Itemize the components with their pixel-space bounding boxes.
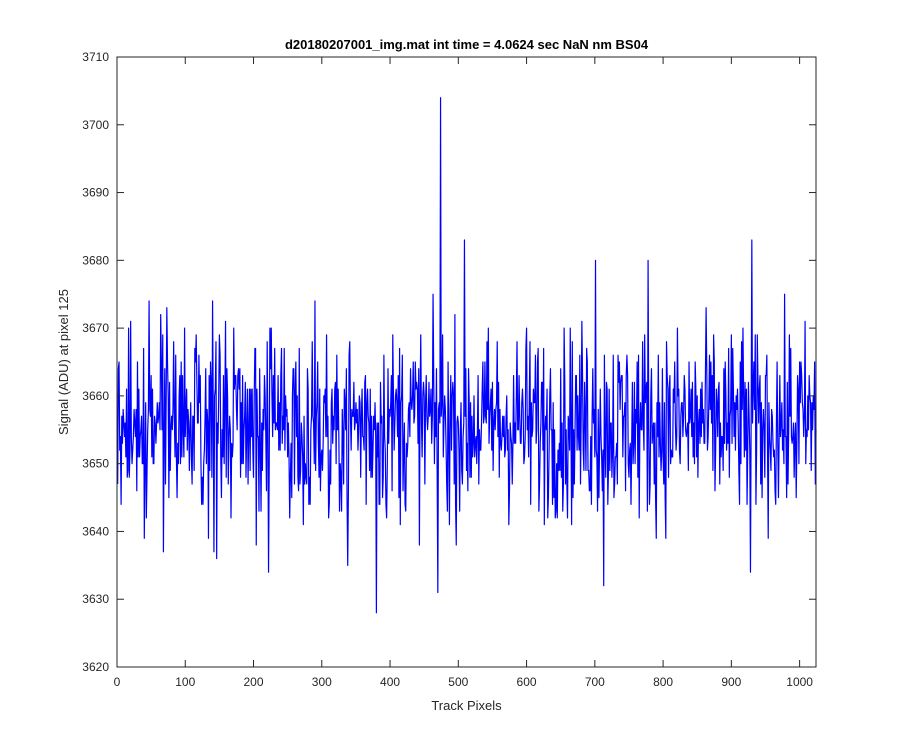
x-tick-label: 500 bbox=[448, 675, 468, 689]
x-tick-label: 100 bbox=[175, 675, 195, 689]
x-tick-label: 0 bbox=[114, 675, 121, 689]
y-tick-label: 3630 bbox=[82, 592, 109, 606]
x-tick-label: 700 bbox=[585, 675, 605, 689]
y-tick-label: 3670 bbox=[82, 321, 109, 335]
series-line bbox=[117, 97, 817, 614]
series-layer bbox=[117, 97, 817, 614]
y-tick-label: 3710 bbox=[82, 50, 109, 64]
x-tick-label: 600 bbox=[517, 675, 537, 689]
y-tick-label: 3620 bbox=[82, 660, 109, 674]
x-tick-label: 900 bbox=[721, 675, 741, 689]
tick-layer: 0 100 200 300 400 500 600 700 800 900 1000 3620 3630… bbox=[82, 50, 816, 689]
x-tick-label: 400 bbox=[380, 675, 400, 689]
x-tick-label: 1000 bbox=[786, 675, 813, 689]
x-tick-label: 200 bbox=[244, 675, 264, 689]
y-tick-label: 3650 bbox=[82, 457, 109, 471]
y-tick-label: 3700 bbox=[82, 118, 109, 132]
y-tick-label: 3640 bbox=[82, 524, 109, 538]
y-tick-label: 3690 bbox=[82, 186, 109, 200]
axes-box bbox=[116, 56, 817, 668]
y-tick-label: 3660 bbox=[82, 389, 109, 403]
x-tick-label: 300 bbox=[312, 675, 332, 689]
x-tick-label: 800 bbox=[653, 675, 673, 689]
y-tick-label: 3680 bbox=[82, 253, 109, 267]
x-axis-label: Track Pixels bbox=[431, 698, 502, 713]
chart-title: d20180207001_img.mat int time = 4.0624 s… bbox=[285, 37, 649, 52]
y-axis-label: Signal (ADU) at pixel 125 bbox=[56, 289, 71, 435]
